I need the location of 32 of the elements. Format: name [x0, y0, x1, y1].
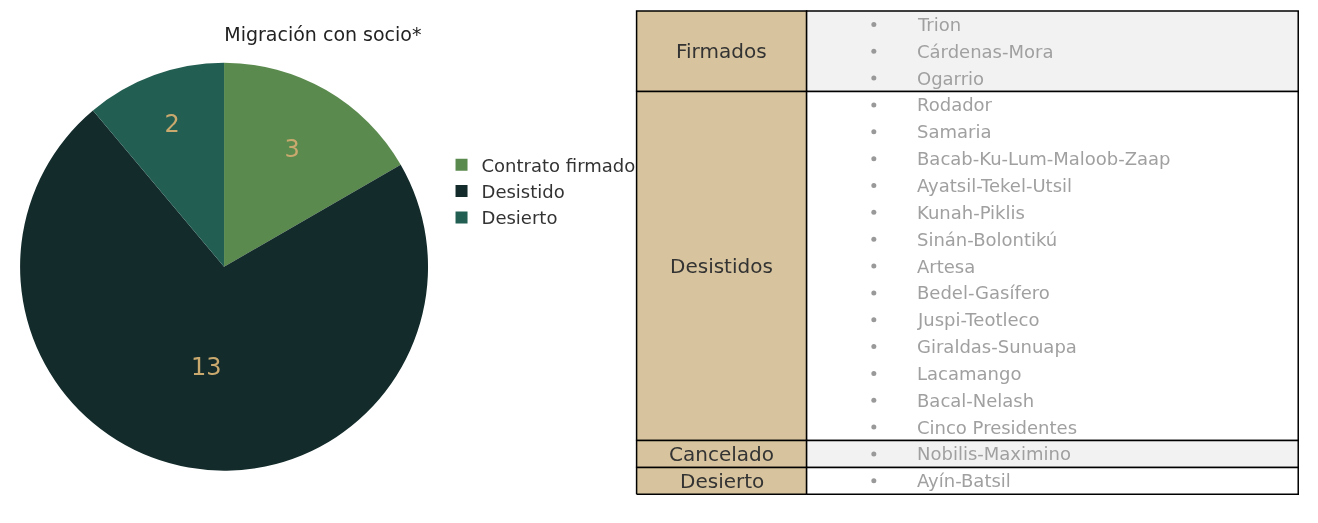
- text: Ayín-Batsil: [917, 470, 1011, 491]
- text: Sinán-Bolontikú: [917, 229, 1058, 250]
- text: Rodador: [917, 94, 993, 115]
- text: Bedel-Gasífero: [917, 282, 1050, 303]
- text: Ayatsil-Tekel-Utsil: [917, 175, 1073, 196]
- data-label: 3: [284, 134, 300, 163]
- chart-title: Migración con socio*: [224, 22, 422, 45]
- category-label: Cancelado: [669, 442, 774, 466]
- legend-label: Contrato firmado: [481, 154, 636, 176]
- category-label: Desierto: [680, 469, 765, 493]
- text: Cinco Presidentes: [917, 417, 1078, 438]
- text: Bacal-Nelash: [917, 390, 1035, 411]
- text: Nobilis-Maximino: [917, 443, 1071, 464]
- text: Bacab-Ku-Lum-Maloob-Zaap: [917, 148, 1171, 169]
- text: Ogarrio: [917, 68, 985, 89]
- legend-label: Desierto: [481, 207, 558, 229]
- pie-slice: [224, 62, 401, 267]
- text: Lacamango: [917, 363, 1022, 384]
- text: Trion: [918, 14, 962, 35]
- data-label: 2: [164, 109, 180, 138]
- data-label: 13: [191, 353, 222, 382]
- category-label: Firmados: [676, 39, 767, 63]
- text: Juspi-Teotleco: [918, 309, 1040, 330]
- legend-label: Desistido: [481, 181, 565, 203]
- pie-slice: [92, 62, 225, 267]
- text: Cárdenas-Mora: [917, 41, 1054, 62]
- pie-slice: [20, 110, 429, 471]
- text: Samaria: [917, 121, 992, 142]
- text: Kunah-Piklis: [917, 202, 1025, 223]
- text: Artesa: [917, 256, 976, 277]
- category-label: Desistidos: [670, 254, 773, 278]
- text: Giraldas-Sunuapa: [917, 336, 1077, 357]
